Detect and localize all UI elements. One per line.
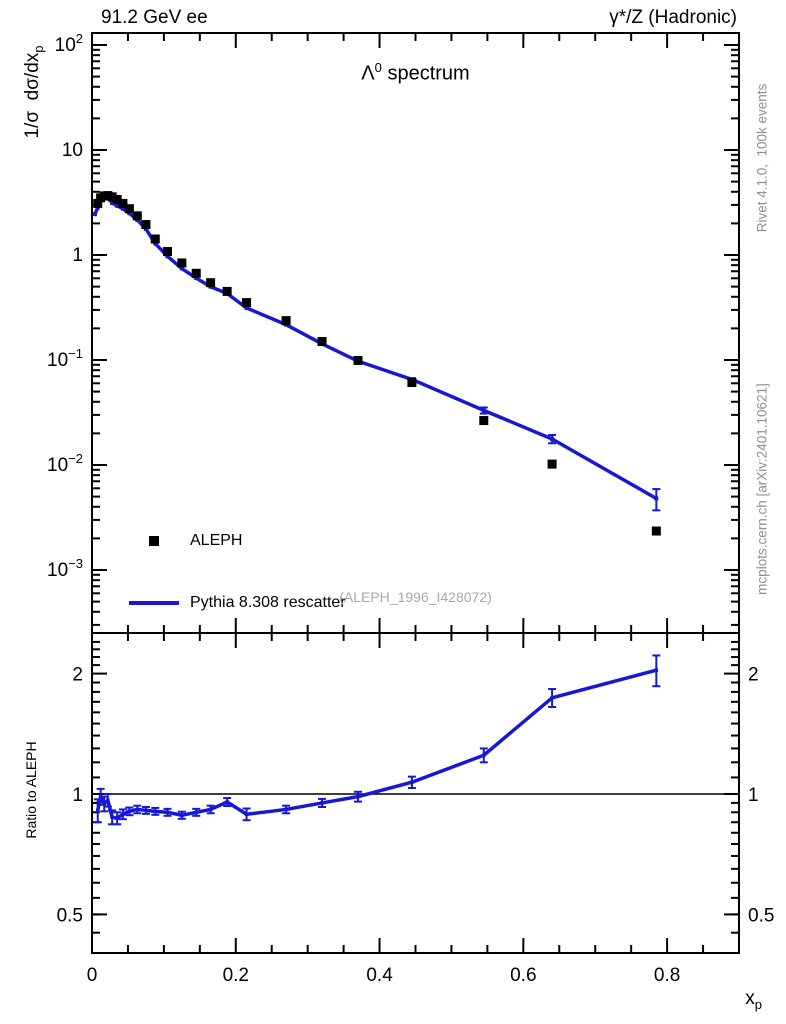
series-pythia-line [92,195,661,512]
filled-square-icon [149,536,159,546]
legend-label-pythia: Pythia 8.308 rescatter [190,594,346,611]
line-swatch-icon [129,601,179,605]
ratio-tick-label: 1 [748,785,759,806]
y-tick-label: 102 [55,31,83,56]
series-ratio [93,654,661,826]
beam-energy-label: 91.2 GeV ee [101,7,208,28]
x-axis-label-sub: p [754,996,762,1012]
ratio-tick-label: 2 [72,665,83,686]
x-axis-label-text: x [745,988,755,1009]
y-axis-label-ratio: Ratio to ALEPH [23,741,39,839]
y-tick-label: 10−1 [47,346,83,371]
ratio-tick-label: 1 [72,785,83,806]
mcplots-arxiv-note: mcplots.cern.ch [arXiv:2401.10621] [754,383,770,595]
x-tick-label: 0.4 [366,965,393,986]
analysis-id-watermark: (ALEPH_1996_I428072) [339,589,492,605]
x-tick-label: 0.6 [510,965,536,986]
y-tick-label: 10−3 [47,556,83,581]
process-label: γ*/Z (Hadronic) [609,7,737,28]
aleph-marker-swatch [126,536,182,546]
ratio-tick-label: 0.5 [748,905,774,926]
x-axis-label: xp [492,988,762,1012]
pythia-line-swatch [126,601,182,605]
legend: ALEPH Pythia 8.308 rescatter [126,492,346,652]
plot-title-rest: spectrum [381,62,470,85]
ratio-tick-label: 2 [748,665,759,686]
y-axis-label-text: 1/σ dσ/dx [22,52,44,139]
x-tick-label: 0.2 [223,965,249,986]
y-tick-label: 10 [62,140,83,161]
plot-title-sup: 0 [374,60,382,75]
y-tick-label: 10−2 [47,451,83,476]
x-tick-label: 0.8 [654,965,680,986]
y-tick-label: 1 [72,245,83,266]
x-tick-label: 0 [87,965,98,986]
y-axis-label-sub: p [30,45,46,53]
series-aleph-markers [93,191,661,536]
y-axis-label-main: 1/σ dσ/dxp [22,45,46,138]
plot-title: Λ0 spectrum [92,60,739,86]
rivet-version-note: Rivet 4.1.0, 100k events [754,83,770,233]
ratio-tick-label: 0.5 [57,905,83,926]
plot-title-base: Λ [361,62,375,85]
legend-item-pythia: Pythia 8.308 rescatter [126,590,346,616]
legend-item-aleph: ALEPH [126,528,346,554]
legend-label-aleph: ALEPH [190,532,243,549]
